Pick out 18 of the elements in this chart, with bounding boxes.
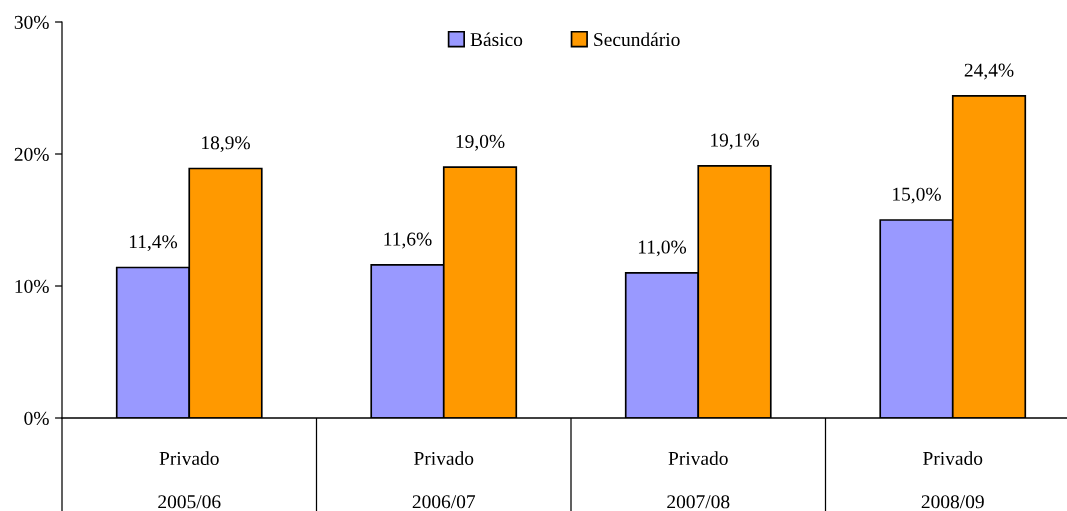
data-label: 18,9% bbox=[202, 136, 250, 153]
category-label: Privado 2005/06 bbox=[158, 451, 221, 509]
category-label: Privado 2007/08 bbox=[667, 451, 730, 509]
y-tick-label: 20% bbox=[14, 147, 49, 161]
legend-label: Secundário bbox=[594, 32, 680, 47]
y-tick-label: 10% bbox=[15, 279, 49, 293]
data-label: 24,4% bbox=[964, 63, 1014, 80]
data-label: 19,0% bbox=[456, 134, 505, 151]
data-label: 11,0% bbox=[638, 240, 687, 257]
y-tick-label: 0% bbox=[24, 411, 49, 425]
category-label: Privado 2006/07 bbox=[412, 451, 476, 509]
data-label: 15,0% bbox=[893, 187, 941, 204]
data-label: 11,6% bbox=[384, 232, 432, 249]
data-label: 19,1% bbox=[711, 133, 759, 150]
data-label: 11,4% bbox=[129, 235, 178, 252]
category-label: Privado 2008/09 bbox=[921, 451, 984, 509]
y-tick-label: 30% bbox=[14, 15, 49, 29]
legend-label: Básico bbox=[470, 32, 523, 47]
